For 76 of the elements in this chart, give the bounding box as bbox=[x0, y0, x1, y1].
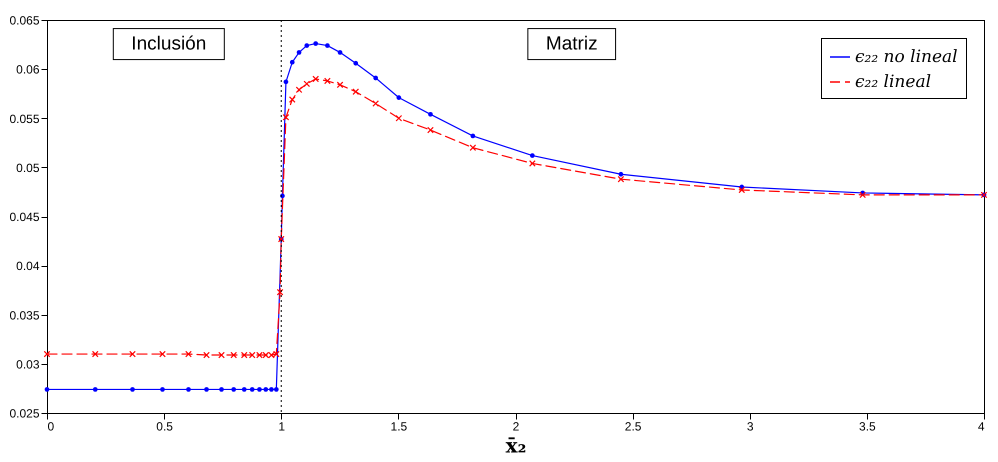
point bbox=[470, 134, 476, 138]
point bbox=[230, 352, 238, 358]
point bbox=[92, 350, 99, 358]
point bbox=[530, 153, 535, 158]
point bbox=[263, 387, 268, 392]
point bbox=[269, 387, 274, 392]
point bbox=[396, 95, 402, 100]
legend-label: ϵ₂₂ lineal bbox=[855, 72, 932, 92]
point bbox=[324, 78, 331, 84]
point bbox=[372, 100, 379, 107]
y-tick-label: 0.06 bbox=[16, 62, 40, 77]
point bbox=[203, 352, 210, 358]
point bbox=[288, 96, 296, 103]
point bbox=[242, 387, 247, 392]
point bbox=[353, 60, 358, 66]
point bbox=[204, 387, 209, 392]
x-tick-label: 1.5 bbox=[390, 420, 408, 434]
legend-label: ϵ₂₂ no lineal bbox=[855, 47, 958, 67]
point bbox=[303, 80, 310, 88]
x-tick-label: 0 bbox=[48, 420, 54, 434]
point bbox=[276, 288, 284, 296]
x-tick-label: 3 bbox=[746, 420, 754, 434]
point bbox=[219, 387, 224, 392]
point bbox=[312, 76, 320, 82]
point bbox=[274, 387, 279, 392]
point bbox=[428, 112, 433, 117]
point bbox=[282, 114, 290, 121]
point bbox=[186, 387, 191, 392]
x-tick-label: 2 bbox=[512, 420, 520, 434]
y-tick-label: 0.065 bbox=[9, 14, 40, 28]
point bbox=[130, 387, 135, 392]
y-tick-label: 0.03 bbox=[16, 357, 40, 372]
y-tick-label: 0.055 bbox=[9, 112, 40, 126]
y-tick-label: 0.035 bbox=[9, 308, 40, 322]
x-tick-label: 1 bbox=[278, 420, 286, 434]
point bbox=[738, 186, 746, 194]
point bbox=[92, 387, 98, 392]
point bbox=[529, 160, 536, 167]
annotation: Inclusión bbox=[131, 34, 206, 55]
y-tick-label: 0.045 bbox=[9, 210, 40, 224]
point bbox=[470, 144, 476, 152]
y-tick-label: 0.05 bbox=[16, 160, 40, 175]
point bbox=[129, 350, 136, 358]
point bbox=[618, 176, 624, 183]
point bbox=[304, 43, 310, 48]
y-tick-label: 0.025 bbox=[9, 406, 40, 420]
point bbox=[231, 387, 236, 392]
point bbox=[859, 192, 866, 198]
point bbox=[338, 50, 342, 55]
point bbox=[250, 387, 255, 392]
point bbox=[290, 60, 295, 65]
point bbox=[218, 352, 225, 358]
point bbox=[373, 76, 378, 80]
point bbox=[296, 86, 302, 94]
point bbox=[44, 387, 50, 392]
y-tick-label: 0.04 bbox=[16, 259, 40, 274]
x-tick-label: 4 bbox=[978, 420, 985, 434]
point bbox=[159, 350, 166, 358]
point bbox=[352, 88, 360, 96]
annotation: Matriz bbox=[546, 34, 598, 55]
point bbox=[296, 50, 302, 55]
point bbox=[257, 387, 262, 392]
x-tick-label: 0.5 bbox=[156, 420, 174, 434]
point bbox=[44, 350, 50, 358]
point bbox=[427, 126, 434, 134]
x-axis-title: x̄₂ bbox=[506, 434, 526, 458]
point bbox=[336, 82, 344, 88]
point bbox=[396, 114, 402, 122]
x-tick-label: 2.5 bbox=[624, 420, 642, 434]
point bbox=[618, 172, 624, 177]
point bbox=[160, 387, 165, 392]
point bbox=[313, 41, 318, 46]
x-tick-label: 3.5 bbox=[859, 420, 876, 434]
point bbox=[284, 80, 288, 84]
point bbox=[325, 43, 330, 48]
point bbox=[185, 350, 192, 358]
